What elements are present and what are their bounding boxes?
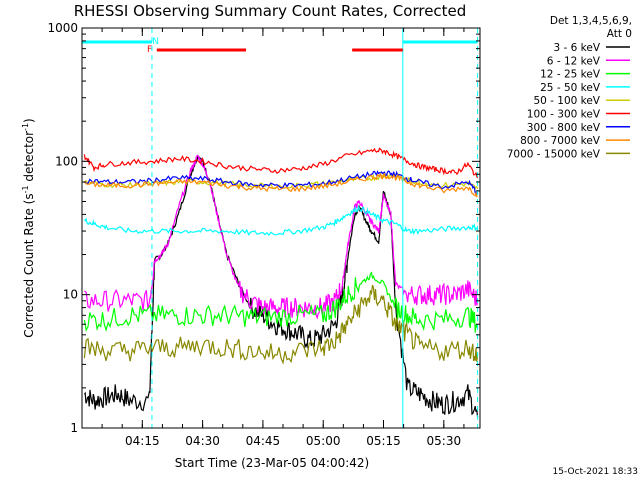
y-tick-label-0: 1 [70,421,78,435]
legend-header-2: Att 0 [607,28,632,40]
series-line-8 [83,284,479,365]
series-line-6 [84,170,478,195]
y-tick-label-1: 10 [63,288,78,302]
x-tick-label-4: 05:15 [366,434,401,448]
y-tick-label-3: 1000 [47,21,78,35]
y-axis-label: Corrected Count Rate (s-1 detector-1) [21,118,36,337]
series-line-7 [83,172,478,198]
legend-label-1: 6 - 12 keV [547,55,601,67]
x-tick-label-0: 04:15 [125,434,160,448]
legend-label-2: 12 - 25 keV [540,69,601,81]
series-line-5 [83,147,479,179]
x-tick-label-2: 04:45 [246,434,281,448]
x-tick-label-3: 05:00 [306,434,341,448]
legend-label-0: 3 - 6 keV [553,42,600,54]
series-line-0 [83,155,479,418]
y-tick-label-2: 100 [55,154,78,168]
flag-annotation-0: F [147,45,152,55]
legend-label-8: 7000 - 15000 keV [507,148,601,160]
footer-date: 15-Oct-2021 18:33 [553,467,638,477]
chart-title: RHESSI Observing Summary Count Rates, Co… [74,2,467,20]
plot-frame [81,27,481,429]
legend-label-3: 25 - 50 keV [540,82,601,94]
series-line-3 [83,205,479,237]
x-tick-label-1: 04:30 [185,434,220,448]
series-line-1 [84,154,479,320]
plot-area: FN 1 10 100 1000 04:15 04:30 04:45 05:00 05:15 05:… [47,21,481,448]
series-group [83,147,479,418]
series-line-4 [84,172,479,191]
legend-label-7: 800 - 7000 keV [520,135,601,147]
legend-label-4: 50 - 100 keV [533,95,600,107]
flag-annotation-1: N [152,37,159,47]
legend-label-6: 300 - 800 keV [527,122,601,134]
legend-label-5: 100 - 300 keV [527,109,601,121]
x-axis-label: Start Time (23-Mar-05 04:00:42) [175,456,369,470]
x-tick-label-5: 05:30 [427,434,462,448]
legend-header-1: Det 1,3,4,5,6,9, [550,15,632,27]
series-line-2 [83,271,479,333]
